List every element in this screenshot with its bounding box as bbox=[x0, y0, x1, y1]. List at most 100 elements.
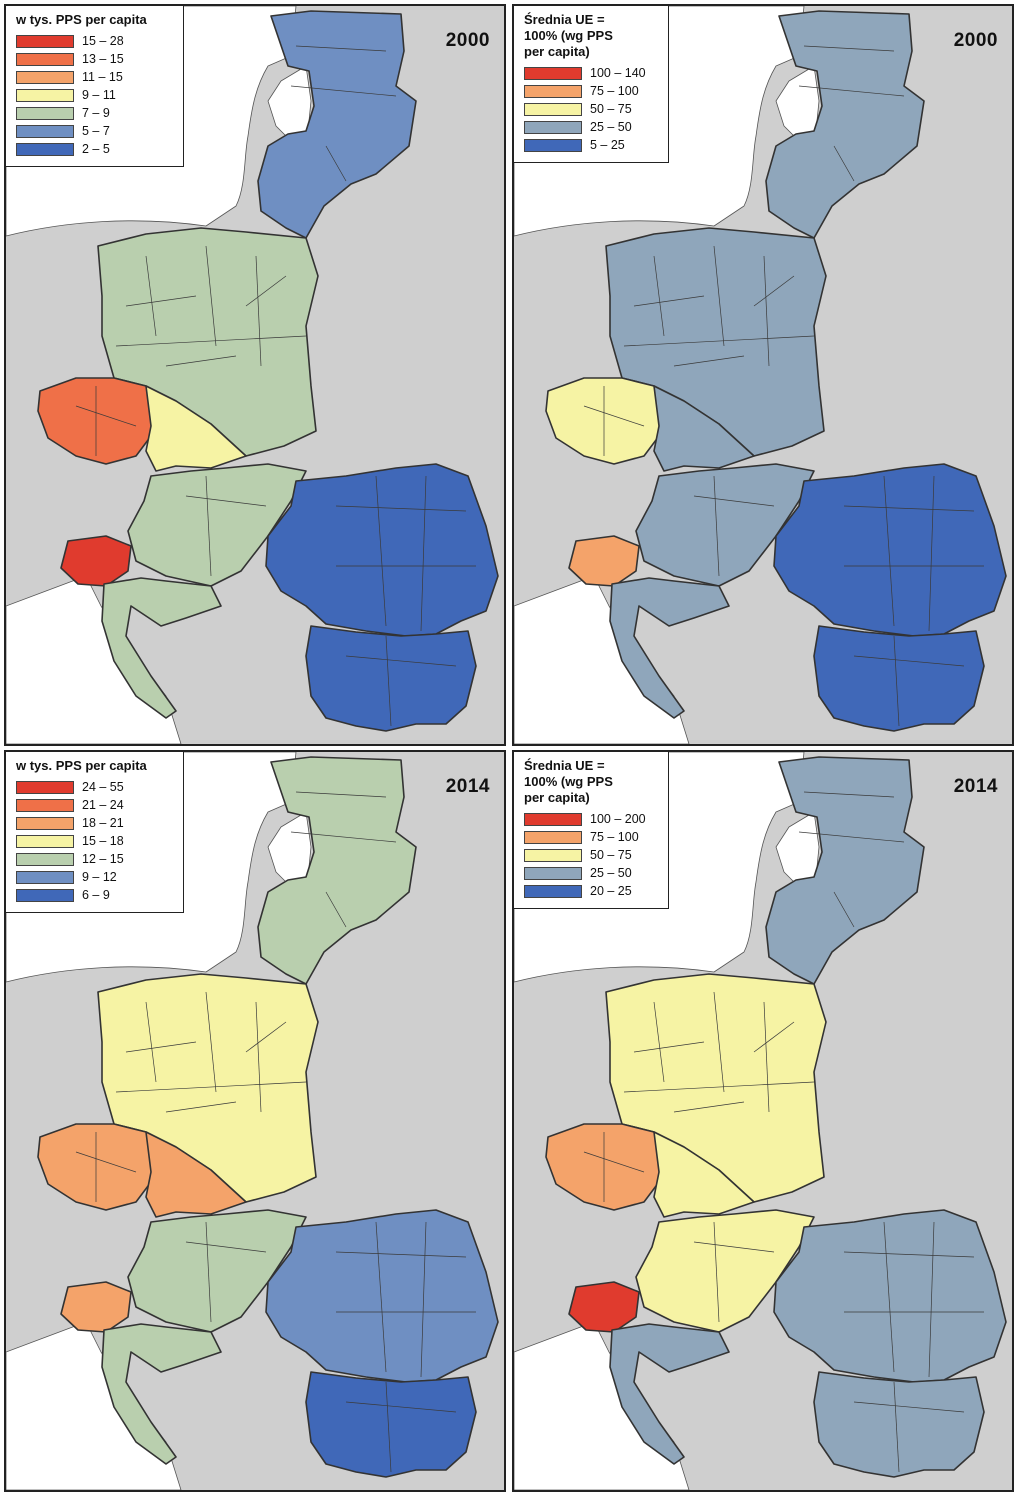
region-bulgaria bbox=[813, 1371, 985, 1478]
internal-border bbox=[290, 85, 397, 97]
region-bulgaria bbox=[813, 625, 985, 732]
internal-border bbox=[853, 1401, 965, 1413]
legend-item: 15 – 18 bbox=[16, 832, 173, 850]
sea-area bbox=[267, 811, 312, 888]
internal-border bbox=[653, 1001, 665, 1083]
internal-border bbox=[753, 275, 795, 307]
legend-swatch bbox=[524, 138, 582, 152]
region-slovakia bbox=[653, 1131, 755, 1218]
region-poland bbox=[97, 973, 319, 1203]
legend-item: 15 – 28 bbox=[16, 32, 173, 50]
map-legend: w tys. PPS per capita 15 – 28 13 – 15 11 –… bbox=[6, 6, 184, 167]
internal-border bbox=[115, 335, 307, 347]
internal-border bbox=[893, 635, 900, 727]
map-panel-2000-eu-average: 2000 Średnia UE = 100% (wg PPS per capit… bbox=[512, 4, 1014, 746]
internal-border bbox=[843, 505, 975, 512]
internal-border bbox=[673, 355, 745, 367]
legend-item: 24 – 55 bbox=[16, 778, 173, 796]
internal-border bbox=[295, 45, 387, 52]
internal-border bbox=[673, 1101, 745, 1113]
internal-border bbox=[325, 145, 347, 182]
legend-label: 11 – 15 bbox=[82, 70, 123, 84]
legend-label: 24 – 55 bbox=[82, 780, 124, 794]
internal-border bbox=[883, 1221, 895, 1373]
legend-item: 18 – 21 bbox=[16, 814, 173, 832]
legend-label: 9 – 11 bbox=[82, 88, 116, 102]
internal-border bbox=[325, 891, 347, 928]
legend-swatch bbox=[524, 866, 582, 880]
internal-border bbox=[375, 1221, 387, 1373]
internal-border bbox=[583, 405, 645, 427]
region-croatia bbox=[609, 577, 730, 719]
legend-swatch bbox=[16, 834, 74, 848]
legend-swatch bbox=[16, 52, 74, 66]
internal-border bbox=[185, 495, 267, 507]
internal-border bbox=[623, 335, 815, 347]
legend-item: 75 – 100 bbox=[524, 828, 658, 846]
internal-border bbox=[145, 255, 157, 337]
internal-border bbox=[713, 475, 720, 577]
internal-border bbox=[335, 505, 467, 512]
choropleth-map bbox=[514, 752, 1012, 1490]
legend-swatch bbox=[16, 870, 74, 884]
legend-item: 13 – 15 bbox=[16, 50, 173, 68]
region-slovakia bbox=[653, 385, 755, 472]
legend-label: 9 – 12 bbox=[82, 870, 117, 884]
legend-label: 7 – 9 bbox=[82, 106, 110, 120]
internal-border bbox=[583, 1151, 645, 1173]
internal-border bbox=[803, 45, 895, 52]
legend-label: 21 – 24 bbox=[82, 798, 124, 812]
legend-item: 9 – 12 bbox=[16, 868, 173, 886]
legend-label: 5 – 7 bbox=[82, 124, 110, 138]
legend-title: w tys. PPS per capita bbox=[16, 12, 147, 27]
region-bulgaria bbox=[305, 625, 477, 732]
region-poland bbox=[97, 227, 319, 457]
legend-swatch bbox=[16, 852, 74, 866]
region-slovenia bbox=[568, 1281, 640, 1333]
region-hungary bbox=[127, 1209, 307, 1333]
internal-border bbox=[295, 791, 387, 798]
region-slovenia bbox=[60, 1281, 132, 1333]
choropleth-map bbox=[6, 6, 504, 744]
internal-border bbox=[763, 255, 770, 367]
internal-border bbox=[713, 991, 725, 1093]
map-panel-2014-pps: 2014 w tys. PPS per capita 24 – 55 21 – 2… bbox=[4, 750, 506, 1492]
legend-label: 12 – 15 bbox=[82, 852, 124, 866]
internal-border bbox=[255, 255, 262, 367]
region-poland bbox=[605, 973, 827, 1203]
legend-swatch bbox=[16, 106, 74, 120]
legend-swatch bbox=[524, 830, 582, 844]
region-hungary bbox=[127, 463, 307, 587]
internal-border bbox=[713, 1221, 720, 1323]
legend-swatch bbox=[524, 84, 582, 98]
internal-border bbox=[420, 1221, 427, 1378]
internal-border bbox=[245, 275, 287, 307]
internal-border bbox=[803, 791, 895, 798]
internal-border bbox=[853, 655, 965, 667]
internal-border bbox=[145, 1001, 157, 1083]
legend-swatch bbox=[16, 70, 74, 84]
legend-swatch bbox=[16, 816, 74, 830]
legend-label: 75 – 100 bbox=[590, 830, 639, 844]
internal-border bbox=[165, 1101, 237, 1113]
internal-border bbox=[115, 1081, 307, 1093]
region-hungary bbox=[635, 1209, 815, 1333]
map-legend: Średnia UE = 100% (wg PPS per capita) 10… bbox=[514, 752, 669, 909]
map-legend: w tys. PPS per capita 24 – 55 21 – 24 18 –… bbox=[6, 752, 184, 913]
legend-item: 50 – 75 bbox=[524, 846, 658, 864]
internal-border bbox=[798, 831, 905, 843]
legend-label: 15 – 28 bbox=[82, 34, 124, 48]
region-czech bbox=[545, 377, 665, 465]
region-czech bbox=[37, 1123, 157, 1211]
legend-swatch bbox=[524, 120, 582, 134]
sea-area bbox=[775, 65, 820, 142]
internal-border bbox=[385, 635, 392, 727]
internal-border bbox=[633, 295, 705, 307]
legend-swatch bbox=[16, 124, 74, 138]
legend-label: 25 – 50 bbox=[590, 120, 632, 134]
internal-border bbox=[245, 1021, 287, 1053]
legend-item: 12 – 15 bbox=[16, 850, 173, 868]
legend-label: 25 – 50 bbox=[590, 866, 632, 880]
legend-label: 50 – 75 bbox=[590, 102, 632, 116]
internal-border bbox=[928, 1221, 935, 1378]
